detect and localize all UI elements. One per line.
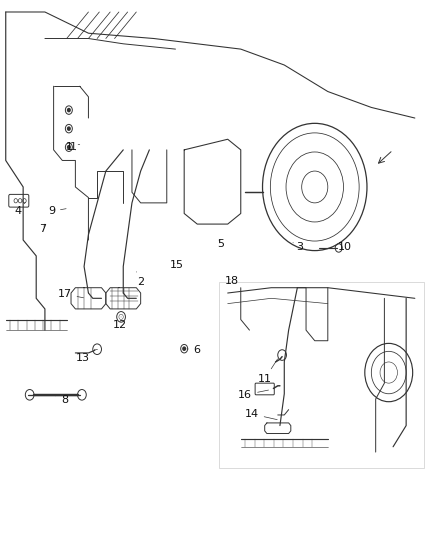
Text: 6: 6 [187, 345, 201, 355]
Circle shape [67, 127, 70, 130]
Text: 8: 8 [53, 395, 68, 405]
FancyBboxPatch shape [219, 282, 424, 468]
Text: 12: 12 [113, 317, 127, 330]
Text: 10: 10 [331, 242, 351, 252]
Text: 4: 4 [14, 203, 25, 216]
Text: 1: 1 [65, 142, 75, 152]
Circle shape [67, 146, 70, 149]
Text: 2: 2 [136, 272, 144, 287]
FancyBboxPatch shape [255, 383, 274, 395]
Text: 16: 16 [238, 390, 268, 400]
Text: 18: 18 [225, 276, 239, 286]
Text: 5: 5 [218, 239, 225, 249]
Text: 7: 7 [39, 224, 46, 234]
Text: 3: 3 [293, 242, 303, 252]
Text: 17: 17 [57, 289, 84, 299]
Text: 15: 15 [170, 261, 184, 270]
Text: 13: 13 [75, 349, 95, 362]
Text: 14: 14 [244, 409, 277, 419]
FancyBboxPatch shape [9, 195, 29, 207]
Circle shape [183, 347, 185, 350]
Text: 1: 1 [70, 142, 77, 152]
Text: 9: 9 [48, 206, 66, 216]
Text: 11: 11 [258, 359, 278, 384]
Circle shape [67, 109, 70, 112]
